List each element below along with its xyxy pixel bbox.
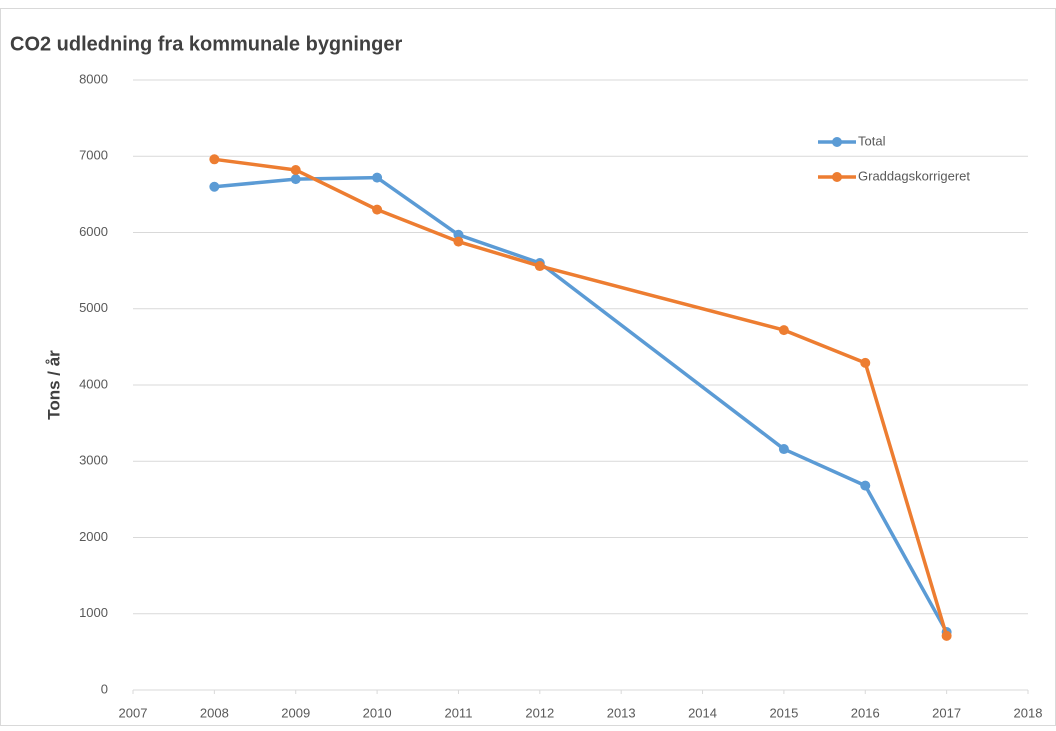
y-tick-label: 4000 bbox=[79, 376, 108, 391]
marker bbox=[209, 181, 220, 192]
x-tick-label: 2011 bbox=[444, 705, 472, 720]
chart-title: CO2 udledning fra kommunale bygninger bbox=[10, 33, 402, 55]
y-tick-label: 7000 bbox=[79, 148, 108, 163]
marker bbox=[860, 357, 871, 368]
x-tick-label: 2017 bbox=[932, 705, 961, 720]
x-tick-label: 2009 bbox=[281, 705, 310, 720]
y-tick-label: 8000 bbox=[79, 71, 108, 86]
legend-label: Total bbox=[858, 133, 886, 148]
y-tick-label: 2000 bbox=[79, 529, 108, 544]
marker bbox=[453, 236, 464, 247]
marker bbox=[290, 164, 301, 175]
x-tick-label: 2008 bbox=[200, 705, 229, 720]
x-tick-label: 2012 bbox=[525, 705, 554, 720]
line bbox=[214, 175, 949, 633]
x-tick-label: 2015 bbox=[769, 705, 798, 720]
x-tick-label: 2014 bbox=[688, 705, 717, 720]
marker bbox=[778, 444, 789, 455]
y-tick-label: 0 bbox=[101, 681, 108, 696]
legend-label: Graddagskorrigeret bbox=[858, 168, 970, 183]
marker bbox=[534, 261, 545, 272]
marker bbox=[209, 154, 220, 165]
x-tick-label: 2018 bbox=[1014, 705, 1043, 720]
marker bbox=[290, 174, 301, 185]
legend-marker bbox=[832, 172, 842, 182]
y-tick-label: 3000 bbox=[79, 453, 108, 468]
marker bbox=[778, 325, 789, 336]
line bbox=[214, 157, 949, 637]
y-tick-label: 1000 bbox=[79, 605, 108, 620]
x-tick-label: 2016 bbox=[851, 705, 880, 720]
marker bbox=[860, 480, 871, 491]
x-tick-label: 2013 bbox=[607, 705, 636, 720]
x-tick-label: 2010 bbox=[363, 705, 392, 720]
y-axis-label: Tons / år bbox=[44, 350, 63, 420]
chart-border bbox=[0, 8, 1056, 726]
marker bbox=[372, 172, 383, 183]
marker bbox=[372, 204, 383, 215]
legend-marker bbox=[832, 137, 842, 147]
x-tick-label: 2007 bbox=[119, 705, 148, 720]
y-tick-label: 6000 bbox=[79, 224, 108, 239]
marker bbox=[453, 229, 464, 240]
marker bbox=[941, 630, 952, 641]
y-tick-label: 5000 bbox=[79, 300, 108, 315]
